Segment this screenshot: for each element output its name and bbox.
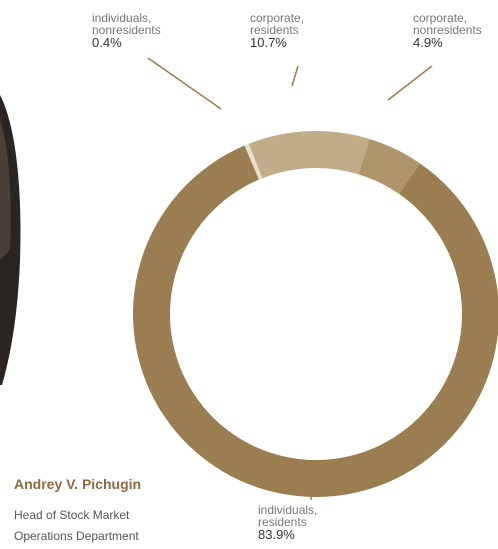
value-label: 83.9% bbox=[258, 527, 295, 542]
donut-slice bbox=[133, 145, 498, 497]
category-label: individuals, nonresidents bbox=[92, 11, 161, 37]
donut-slice bbox=[358, 138, 421, 194]
category-label: corporate, residents bbox=[250, 11, 305, 37]
slice-label: individuals, residents 83.9% bbox=[258, 504, 342, 542]
person-name: Andrey V. Pichugin bbox=[14, 476, 142, 492]
leader-line bbox=[147, 57, 222, 110]
slice-label: corporate, nonresidents 4.9% bbox=[413, 12, 497, 50]
person-position: Head of Stock Market Operations Departme… bbox=[14, 508, 139, 543]
leader-line bbox=[387, 65, 433, 101]
value-label: 4.9% bbox=[413, 35, 443, 50]
value-label: 0.4% bbox=[92, 35, 122, 50]
slice-label: corporate, residents 10.7% bbox=[250, 12, 334, 50]
donut-slice bbox=[244, 143, 263, 180]
category-label: corporate, nonresidents bbox=[413, 11, 482, 37]
donut-slice bbox=[248, 131, 370, 179]
slice-label: individuals, nonresidents 0.4% bbox=[92, 12, 176, 50]
photo-detail bbox=[0, 120, 11, 260]
value-label: 10.7% bbox=[250, 35, 287, 50]
category-label: individuals, residents bbox=[258, 503, 318, 529]
leader-line bbox=[291, 65, 299, 87]
